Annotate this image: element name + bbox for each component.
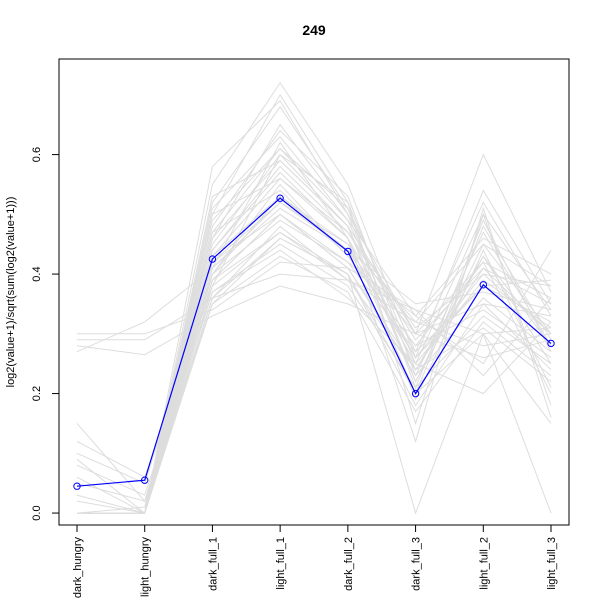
- background-series-line-19: [77, 100, 552, 514]
- background-series-line-23: [76, 207, 552, 353]
- data-point-dark_hungry: [73, 482, 81, 490]
- background-series-line-32: [77, 147, 552, 514]
- background-series-group: [76, 81, 552, 515]
- y-tick-label-1: 0.2: [31, 386, 43, 401]
- background-series-line-9: [77, 105, 552, 514]
- data-point-dark_full_2: [344, 247, 352, 256]
- data-point-light_full_3: [547, 339, 555, 348]
- data-point-dark_full_1: [208, 255, 217, 263]
- background-series-line-11: [76, 243, 552, 496]
- background-series-line-20: [77, 273, 552, 347]
- background-series-line-16: [76, 147, 552, 514]
- background-series-line-17: [77, 129, 552, 514]
- y-tick-label-3: 0.6: [31, 147, 43, 162]
- highlighted-series-line: [76, 197, 552, 487]
- x-tick-label-light_full_3: light_full_3: [546, 537, 558, 590]
- background-series-line-39: [77, 213, 552, 514]
- y-axis-label: log2(value+1)/sqrt(sum(log2(value+1))): [5, 197, 17, 388]
- chart-title: 249: [302, 22, 326, 38]
- y-tick-label-0: 0.0: [31, 505, 43, 520]
- data-point-dark_full_3: [411, 389, 420, 398]
- highlighted-series-group: [73, 194, 555, 490]
- data-point-light_full_1: [276, 194, 284, 202]
- y-tick-label-2: 0.4: [31, 266, 43, 281]
- data-point-light_full_2: [479, 281, 487, 289]
- background-series-line-37: [77, 237, 552, 514]
- background-series-line-35: [76, 195, 552, 514]
- x-tick-label-light_full_2: light_full_2: [478, 537, 490, 590]
- y-axis: 0.0 0.2 0.4 0.6: [31, 147, 60, 521]
- background-series-line-21: [76, 285, 552, 359]
- background-series-line-22: [77, 261, 552, 335]
- background-series-line-38: [77, 201, 552, 514]
- x-tick-label-light_full_1: light_full_1: [275, 537, 287, 590]
- x-axis: dark_hungry light_hungry dark_full_1 light_…: [72, 524, 558, 599]
- data-point-light_hungry: [141, 476, 149, 484]
- background-series-line-18: [77, 81, 552, 514]
- x-tick-label-dark_full_3: dark_full_3: [411, 537, 423, 591]
- background-series-line-36: [76, 159, 552, 514]
- background-series-line-14: [76, 231, 552, 478]
- x-tick-label-dark_hungry: dark_hungry: [72, 537, 84, 599]
- x-tick-label-dark_full_2: dark_full_2: [343, 537, 355, 591]
- x-tick-label-dark_full_1: dark_full_1: [207, 537, 219, 591]
- x-tick-label-light_hungry: light_hungry: [140, 537, 152, 597]
